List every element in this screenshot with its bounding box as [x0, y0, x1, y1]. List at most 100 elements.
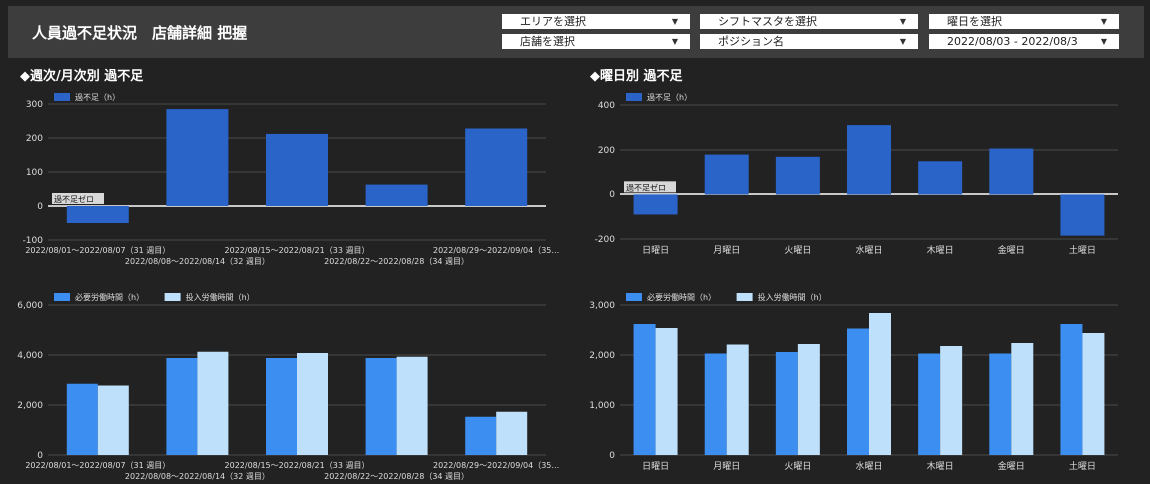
y-tick-label: 400	[598, 101, 615, 111]
x-tick-label: 日曜日	[642, 461, 669, 472]
x-tick-label: 2022/08/01～2022/08/07（31 週目）	[25, 461, 170, 470]
x-tick-label: 2022/08/01～2022/08/07（31 週目）	[25, 246, 170, 255]
y-tick-label: 200	[598, 146, 615, 156]
bar	[396, 356, 428, 455]
y-tick-label: -100	[23, 236, 44, 246]
x-tick-label: 月曜日	[713, 461, 740, 472]
y-tick-label: 3,000	[589, 301, 615, 311]
y-tick-label: 0	[609, 190, 615, 200]
y-tick-label: -200	[595, 235, 616, 245]
shift-filter-label: シフトマスタを選択	[718, 15, 817, 28]
bar	[465, 128, 528, 206]
legend-label: 過不足（h）	[75, 92, 120, 102]
legend-label: 過不足（h）	[647, 92, 692, 102]
x-tick-label: 土曜日	[1069, 244, 1096, 256]
zero-label-bg	[624, 181, 676, 193]
x-tick-label: 水曜日	[855, 244, 882, 256]
x-tick-label: 2022/08/22～2022/08/28（34 週目）	[324, 257, 469, 266]
bar	[365, 184, 428, 206]
bar	[1082, 333, 1105, 455]
x-tick-label: 2022/08/08～2022/08/14（32 週目）	[125, 257, 270, 266]
bar	[918, 161, 963, 195]
area-filter[interactable]: エリアを選択 ▼	[502, 14, 690, 29]
chevron-down-icon: ▼	[899, 17, 906, 26]
y-tick-label: 2,000	[589, 351, 615, 361]
legend-swatch	[736, 293, 753, 301]
legend-label: 必要労働時間（h）	[75, 292, 144, 302]
store-filter-label: 店舗を選択	[520, 35, 575, 48]
bar	[775, 156, 820, 195]
x-tick-label: 木曜日	[927, 460, 954, 472]
x-tick-label: 2022/08/29～2022/09/04（35…	[433, 461, 559, 470]
y-tick-label: 4,000	[17, 351, 43, 361]
bar	[66, 383, 98, 455]
bar	[847, 125, 891, 195]
bar	[940, 346, 963, 455]
x-tick-label: 火曜日	[784, 245, 811, 256]
dow-section-title: ◆曜日別 過不足	[590, 69, 683, 84]
bar	[365, 358, 397, 455]
weekly-section-title: ◆週次/月次別 過不足	[20, 69, 144, 84]
x-tick-label: 土曜日	[1069, 460, 1096, 472]
position-filter-label: ポジション名	[718, 35, 784, 48]
legend-label: 投入労働時間（h）	[186, 292, 255, 302]
x-tick-label: 金曜日	[998, 244, 1025, 256]
legend-swatch	[54, 93, 70, 101]
shift-filter[interactable]: シフトマスタを選択 ▼	[700, 14, 918, 29]
bar	[918, 353, 941, 455]
legend-label: 必要労働時間（h）	[647, 292, 716, 302]
bar	[97, 385, 129, 455]
weekday-filter[interactable]: 曜日を選択 ▼	[929, 14, 1119, 29]
date-range-filter[interactable]: 2022/08/03 - 2022/08/3 ▼	[929, 34, 1119, 49]
position-filter[interactable]: ポジション名 ▼	[700, 34, 918, 49]
x-tick-label: 2022/08/29～2022/09/04（35…	[433, 246, 559, 255]
chevron-down-icon: ▼	[671, 37, 678, 46]
x-tick-label: 2022/08/08～2022/08/14（32 週目）	[125, 472, 270, 481]
y-tick-label: 2,000	[17, 401, 43, 411]
bar	[197, 351, 229, 455]
bar	[775, 352, 798, 455]
x-tick-label: 水曜日	[855, 460, 882, 472]
bar	[1011, 343, 1034, 455]
chevron-down-icon: ▼	[1100, 17, 1107, 26]
date-range-label: 2022/08/03 - 2022/08/3	[947, 35, 1078, 48]
legend-swatch	[626, 293, 642, 301]
x-tick-label: 月曜日	[713, 245, 740, 256]
y-tick-label: 0	[37, 202, 43, 212]
page-title: 人員過不足状況 店舗詳細 把握	[32, 24, 248, 42]
zero-line-label: 過不足ゼロ	[54, 194, 94, 204]
bar	[847, 328, 869, 455]
zero-line-label: 過不足ゼロ	[626, 182, 666, 192]
bar	[496, 411, 528, 455]
bar	[166, 109, 229, 206]
y-tick-label: 6,000	[17, 301, 43, 311]
weekday-filter-label: 曜日を選択	[947, 15, 1002, 28]
bar	[266, 358, 297, 455]
bar	[633, 324, 656, 455]
y-tick-label: 200	[26, 134, 43, 144]
y-tick-label: 0	[609, 451, 615, 461]
chevron-down-icon: ▼	[1100, 37, 1107, 46]
bar	[166, 358, 198, 455]
legend-swatch	[54, 293, 70, 301]
bar	[989, 148, 1034, 195]
y-tick-label: 1,000	[589, 401, 615, 411]
bar	[1060, 324, 1083, 455]
x-tick-label: 2022/08/22～2022/08/28（34 週目）	[324, 472, 469, 481]
bar	[797, 344, 820, 455]
bar	[266, 133, 328, 206]
bar	[297, 353, 328, 455]
store-filter[interactable]: 店舗を選択 ▼	[502, 34, 690, 49]
y-tick-label: 300	[26, 100, 43, 110]
bar	[655, 328, 678, 455]
x-tick-label: 木曜日	[927, 244, 954, 256]
chevron-down-icon: ▼	[899, 37, 906, 46]
bar	[66, 206, 129, 223]
bar	[704, 154, 749, 195]
y-tick-label: 100	[26, 168, 43, 178]
legend-swatch	[626, 93, 642, 101]
x-tick-label: 金曜日	[998, 460, 1025, 472]
bar	[633, 194, 678, 215]
x-tick-label: 日曜日	[642, 245, 669, 256]
